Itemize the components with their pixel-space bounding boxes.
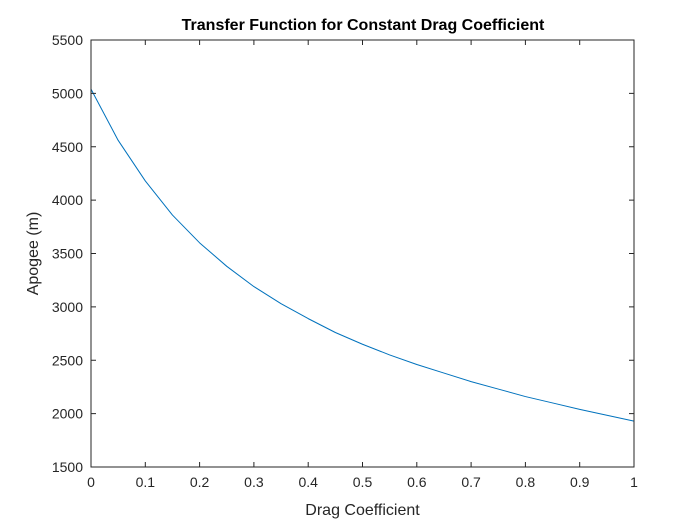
x-tick-label: 0.6: [407, 474, 427, 490]
x-tick-label: 0.8: [516, 474, 536, 490]
x-tick-label: 0.3: [244, 474, 264, 490]
x-tick-label: 0.4: [298, 474, 318, 490]
y-tick-label: 2500: [52, 352, 83, 368]
series-line-0: [90, 88, 635, 422]
x-tick-label: 0.2: [190, 474, 210, 490]
y-tick-label: 3000: [52, 299, 83, 315]
plot-area: [91, 40, 634, 467]
y-tick-label: 5500: [52, 32, 83, 48]
y-tick-label: 1500: [52, 459, 83, 475]
x-tick-label: 0.5: [353, 474, 373, 490]
y-tick-label: 4000: [52, 192, 83, 208]
y-tick-label: 3500: [52, 246, 83, 262]
x-tick-label: 0.1: [136, 474, 156, 490]
y-tick-label: 2000: [52, 406, 83, 422]
y-axis-title: Apogee (m): [25, 212, 42, 296]
y-tick-label: 4500: [52, 139, 83, 155]
x-tick-label: 0.9: [570, 474, 590, 490]
series-layer: [90, 88, 635, 422]
y-tick-label: 5000: [52, 85, 83, 101]
x-tick-label: 0.7: [461, 474, 481, 490]
axes-box: [90, 39, 635, 468]
chart-title: Transfer Function for Constant Drag Coef…: [182, 17, 545, 34]
x-tick-label: 0: [87, 474, 95, 490]
x-tick-label: 1: [630, 474, 638, 490]
x-axis-title: Drag Coefficient: [305, 502, 420, 519]
ticks-layer: 0 0.1 0.2 0.3 0.4 0.5 0.6 0.7 0.8 0.9 1 1500 2000 250…: [52, 32, 638, 490]
